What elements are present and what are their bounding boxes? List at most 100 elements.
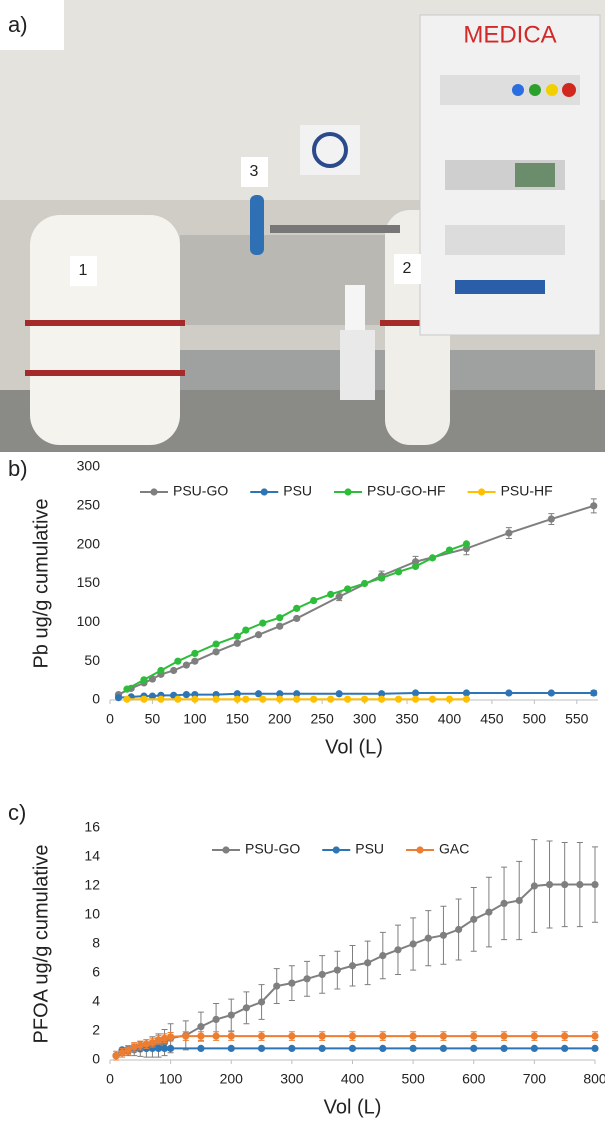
pipe bbox=[270, 225, 400, 233]
data-point bbox=[454, 925, 463, 934]
data-point bbox=[288, 1032, 296, 1040]
x-tick-label: 600 bbox=[462, 1071, 486, 1087]
data-point bbox=[160, 1044, 169, 1052]
legend-marker bbox=[416, 846, 424, 854]
data-point bbox=[148, 692, 157, 700]
data-point bbox=[276, 622, 284, 630]
y-tick-label: 6 bbox=[92, 964, 100, 980]
data-point bbox=[500, 1032, 508, 1040]
x-tick-label: 250 bbox=[310, 711, 334, 727]
data-point bbox=[344, 695, 352, 703]
data-point bbox=[293, 614, 301, 623]
data-point bbox=[310, 695, 318, 703]
data-point bbox=[154, 1036, 163, 1044]
data-point bbox=[590, 502, 598, 510]
x-tick-label: 200 bbox=[268, 711, 292, 727]
data-point bbox=[428, 695, 437, 703]
data-point bbox=[409, 1044, 417, 1052]
data-point bbox=[233, 695, 241, 703]
data-point bbox=[500, 899, 508, 908]
data-point bbox=[344, 585, 352, 593]
data-point bbox=[561, 880, 569, 889]
x-tick-label: 400 bbox=[341, 1071, 365, 1087]
data-point bbox=[327, 695, 335, 703]
legend-marker bbox=[332, 846, 340, 854]
data-point bbox=[254, 690, 263, 698]
data-point bbox=[257, 998, 266, 1006]
data-point bbox=[576, 880, 584, 889]
data-point bbox=[233, 632, 241, 640]
x-tick-label: 500 bbox=[523, 711, 547, 727]
data-point bbox=[167, 1044, 175, 1052]
legend-label: PSU-HF bbox=[501, 483, 553, 499]
data-point bbox=[157, 666, 165, 675]
marker-box bbox=[70, 256, 97, 286]
data-point bbox=[276, 614, 284, 622]
x-tick-label: 300 bbox=[353, 711, 377, 727]
data-point bbox=[293, 690, 301, 698]
marker: 1 bbox=[79, 262, 88, 279]
y-axis-title: Pb ug/g cumulative bbox=[30, 498, 52, 668]
y-tick-label: 300 bbox=[77, 458, 101, 474]
terminal-strip bbox=[455, 280, 545, 294]
series-line bbox=[115, 1035, 595, 1057]
plank bbox=[340, 330, 375, 400]
data-point bbox=[547, 515, 555, 523]
data-point bbox=[470, 915, 478, 923]
data-point bbox=[411, 695, 420, 703]
data-point bbox=[212, 1015, 220, 1024]
data-point bbox=[561, 1032, 569, 1040]
data-point bbox=[530, 1032, 538, 1040]
x-tick-label: 0 bbox=[106, 1071, 114, 1087]
data-point bbox=[303, 975, 311, 983]
data-point bbox=[123, 685, 131, 693]
data-point bbox=[462, 695, 471, 703]
data-point bbox=[439, 1044, 448, 1052]
y-tick-label: 8 bbox=[92, 935, 100, 951]
data-point bbox=[197, 1023, 205, 1031]
data-point bbox=[140, 695, 148, 703]
data-point bbox=[411, 562, 420, 571]
data-point bbox=[515, 896, 523, 905]
data-point bbox=[191, 649, 199, 658]
data-point bbox=[377, 574, 386, 582]
x-tick-label: 150 bbox=[226, 711, 250, 727]
data-point bbox=[318, 970, 326, 979]
x-tick-label: 100 bbox=[183, 711, 207, 727]
y-tick-label: 14 bbox=[84, 848, 100, 864]
x-tick-label: 500 bbox=[401, 1071, 425, 1087]
data-point bbox=[424, 934, 432, 942]
data-point bbox=[212, 695, 220, 703]
y-tick-label: 4 bbox=[92, 993, 100, 1009]
data-point bbox=[197, 1032, 205, 1040]
marker: 3 bbox=[250, 163, 259, 180]
data-point bbox=[227, 1032, 235, 1040]
data-point bbox=[335, 593, 343, 601]
data-point bbox=[445, 546, 454, 554]
data-point bbox=[242, 1004, 251, 1012]
data-point bbox=[118, 1049, 126, 1057]
y-tick-label: 200 bbox=[77, 535, 101, 551]
y-tick-label: 2 bbox=[92, 1022, 100, 1038]
data-point bbox=[212, 648, 220, 656]
data-point bbox=[547, 689, 555, 697]
x-tick-label: 350 bbox=[395, 711, 419, 727]
x-tick-label: 0 bbox=[106, 711, 114, 727]
data-point bbox=[136, 1041, 144, 1050]
button bbox=[529, 84, 541, 96]
y-tick-label: 12 bbox=[84, 877, 100, 893]
legend-label: PSU bbox=[283, 483, 312, 499]
x-axis-title: Vol (L) bbox=[325, 736, 383, 758]
legend-label: PSU-GO-HF bbox=[367, 483, 446, 499]
x-tick-label: 700 bbox=[523, 1071, 547, 1087]
data-point bbox=[394, 695, 403, 703]
data-point bbox=[242, 626, 250, 634]
tank-1 bbox=[30, 215, 180, 445]
tank-1-stand bbox=[25, 320, 185, 326]
data-point bbox=[445, 695, 454, 703]
data-point bbox=[212, 640, 220, 648]
panel-row bbox=[440, 75, 580, 105]
data-point bbox=[124, 1046, 132, 1054]
data-point bbox=[377, 690, 386, 698]
data-point bbox=[233, 690, 241, 698]
